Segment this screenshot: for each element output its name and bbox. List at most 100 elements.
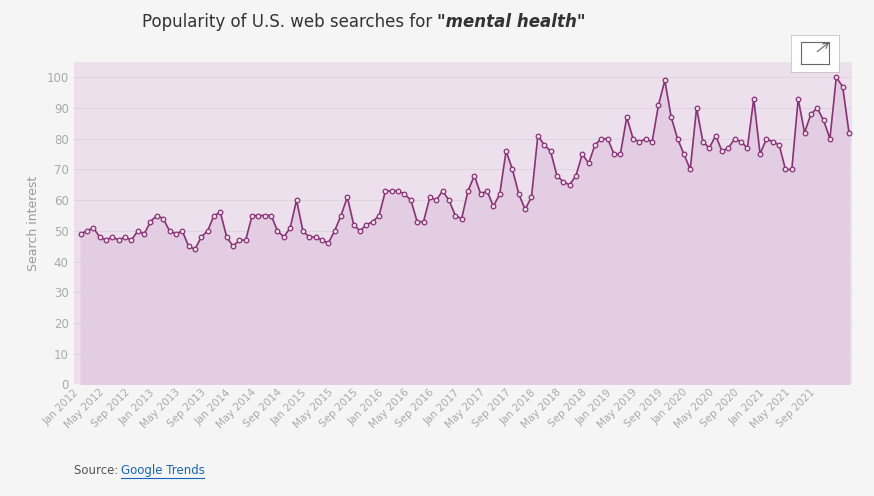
- Point: [245, 212, 259, 220]
- Point: [80, 227, 94, 235]
- Point: [703, 144, 717, 152]
- Point: [816, 117, 830, 124]
- Point: [435, 187, 449, 195]
- Point: [258, 212, 272, 220]
- Point: [454, 215, 468, 223]
- Point: [569, 172, 583, 180]
- Point: [468, 172, 482, 180]
- Point: [359, 221, 373, 229]
- Point: [544, 147, 558, 155]
- Point: [461, 187, 475, 195]
- Point: [614, 150, 628, 158]
- Point: [219, 233, 233, 241]
- Point: [626, 135, 640, 143]
- Point: [112, 236, 126, 244]
- Point: [378, 187, 392, 195]
- Point: [487, 202, 501, 210]
- Point: [670, 135, 684, 143]
- Point: [645, 138, 659, 146]
- Point: [785, 166, 799, 174]
- Point: [798, 128, 812, 136]
- Point: [829, 73, 843, 81]
- Point: [169, 230, 183, 238]
- Point: [639, 135, 653, 143]
- Point: [207, 212, 221, 220]
- Point: [404, 196, 418, 204]
- Point: [99, 236, 113, 244]
- Point: [87, 224, 101, 232]
- Point: [226, 242, 240, 250]
- Point: [277, 233, 291, 241]
- Point: [385, 187, 399, 195]
- Point: [518, 205, 532, 213]
- Point: [493, 190, 507, 198]
- Y-axis label: Search interest: Search interest: [26, 176, 39, 271]
- Point: [664, 113, 678, 121]
- Point: [474, 190, 488, 198]
- Point: [334, 212, 348, 220]
- Text: Popularity of U.S. web searches for: Popularity of U.S. web searches for: [142, 13, 437, 31]
- Point: [651, 101, 665, 109]
- Point: [398, 190, 412, 198]
- Point: [309, 233, 323, 241]
- Point: [302, 233, 316, 241]
- Point: [607, 150, 621, 158]
- Point: [779, 166, 793, 174]
- Point: [715, 147, 729, 155]
- Point: [93, 233, 107, 241]
- Point: [194, 233, 208, 241]
- Point: [289, 196, 303, 204]
- Point: [696, 138, 710, 146]
- Point: [676, 150, 690, 158]
- Point: [588, 141, 602, 149]
- Point: [410, 218, 424, 226]
- Point: [556, 178, 570, 186]
- Point: [182, 242, 196, 250]
- Point: [423, 193, 437, 201]
- Point: [772, 141, 786, 149]
- Point: [442, 196, 456, 204]
- Point: [690, 104, 704, 112]
- Point: [252, 212, 266, 220]
- Text: "mental health": "mental health": [437, 13, 586, 31]
- Point: [581, 159, 595, 167]
- Point: [512, 190, 526, 198]
- Point: [188, 246, 202, 253]
- Point: [429, 196, 443, 204]
- Point: [137, 230, 151, 238]
- Point: [232, 236, 246, 244]
- Point: [683, 166, 697, 174]
- Point: [563, 181, 577, 189]
- Point: [340, 193, 354, 201]
- Point: [746, 95, 760, 103]
- Point: [524, 193, 538, 201]
- Point: [353, 227, 367, 235]
- Point: [480, 187, 494, 195]
- Point: [658, 76, 672, 84]
- Point: [163, 227, 177, 235]
- Point: [283, 224, 297, 232]
- Point: [296, 227, 310, 235]
- Text: Google Trends: Google Trends: [121, 464, 205, 477]
- Point: [766, 138, 780, 146]
- Point: [810, 104, 824, 112]
- Point: [176, 227, 190, 235]
- Point: [791, 95, 805, 103]
- Point: [594, 135, 608, 143]
- Point: [270, 227, 284, 235]
- Point: [448, 212, 462, 220]
- Point: [347, 221, 361, 229]
- Point: [505, 166, 519, 174]
- Point: [73, 230, 87, 238]
- Point: [156, 215, 170, 223]
- Point: [734, 138, 748, 146]
- Point: [531, 132, 545, 140]
- Point: [575, 150, 589, 158]
- Point: [753, 150, 767, 158]
- Point: [550, 172, 564, 180]
- Point: [106, 233, 120, 241]
- Point: [131, 227, 145, 235]
- Point: [213, 208, 227, 216]
- Point: [620, 113, 634, 121]
- Point: [538, 141, 551, 149]
